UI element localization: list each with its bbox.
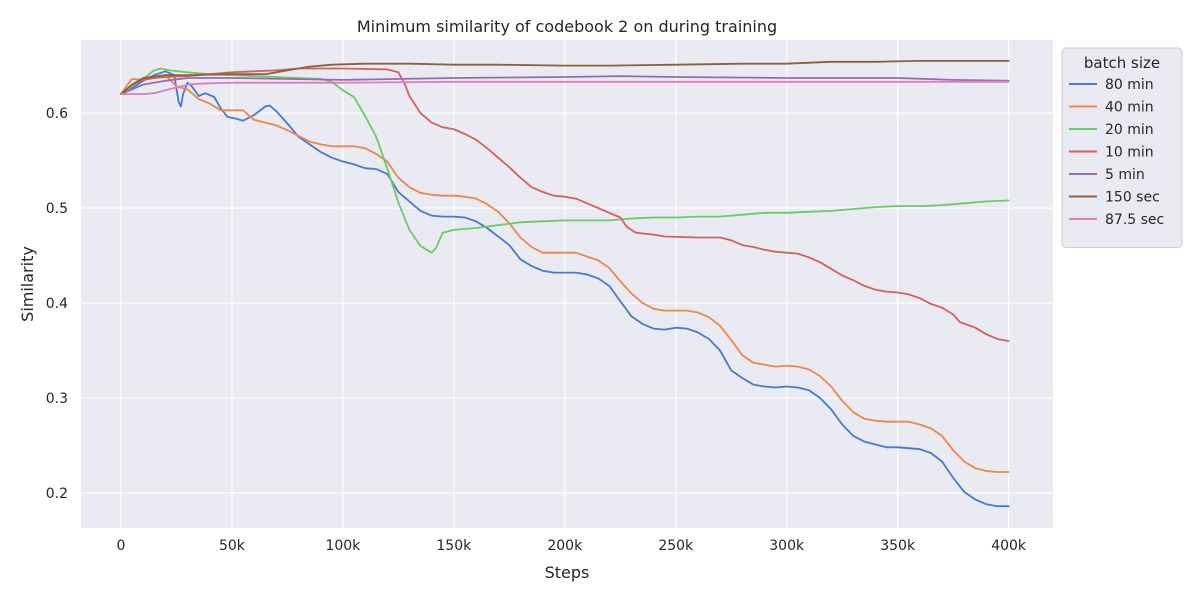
x-tick-label: 300k xyxy=(769,538,805,554)
legend-label: 150 sec xyxy=(1105,190,1160,206)
y-tick-label: 0.3 xyxy=(46,391,68,407)
series-line-150-sec xyxy=(120,60,1010,95)
legend-item: 20 min xyxy=(1069,122,1154,138)
legend-item: 87.5 sec xyxy=(1069,212,1164,228)
x-tick-label: 50k xyxy=(219,538,246,554)
legend-label: 5 min xyxy=(1105,167,1145,183)
legend-item: 150 sec xyxy=(1069,190,1160,206)
legend-label: 10 min xyxy=(1105,145,1154,161)
chart-title: Minimum similarity of codebook 2 on duri… xyxy=(357,17,777,36)
x-tick-label: 150k xyxy=(436,538,472,554)
x-tick-label: 250k xyxy=(658,538,694,554)
legend-item: 5 min xyxy=(1069,167,1145,183)
y-tick-label: 0.2 xyxy=(46,486,68,502)
legend-label: 40 min xyxy=(1105,100,1154,116)
x-tick-label: 0 xyxy=(116,538,125,554)
legend-item: 10 min xyxy=(1069,145,1154,161)
y-tick-label: 0.5 xyxy=(46,201,68,217)
y-axis-title: Similarity xyxy=(18,246,37,322)
y-tick-label: 0.4 xyxy=(46,296,68,312)
x-tick-label: 350k xyxy=(880,538,916,554)
series-layer xyxy=(120,60,1010,508)
y-tick-label: 0.6 xyxy=(46,106,68,122)
x-tick-label: 200k xyxy=(547,538,583,554)
legend-item: 40 min xyxy=(1069,100,1154,116)
legend: batch size 80 min 40 min 20 min 10 min 5 min… xyxy=(1061,47,1183,248)
series-line-5-min xyxy=(120,75,1010,95)
legend-label: 80 min xyxy=(1105,77,1154,93)
x-axis-title: Steps xyxy=(545,563,590,582)
series-line-40-min xyxy=(120,74,1010,473)
legend-label: 20 min xyxy=(1105,122,1154,138)
series-line-10-min xyxy=(120,67,1010,342)
grid-lines xyxy=(81,40,1053,528)
legend-items: 80 min 40 min 20 min 10 min 5 min 150 sec 87.5… xyxy=(1069,77,1164,228)
x-tick-label: 100k xyxy=(325,538,361,554)
x-tick-label: 400k xyxy=(991,538,1027,554)
x-axis-ticks: 0 50k 100k 150k 200k 250k 300k 350k 400k xyxy=(116,538,1026,554)
legend-title: batch size xyxy=(1084,54,1160,72)
series-line-20-min xyxy=(120,67,1010,254)
y-axis-ticks: 0.2 0.3 0.4 0.5 0.6 xyxy=(46,106,68,502)
legend-label: 87.5 sec xyxy=(1105,212,1164,228)
series-line-87-5-sec xyxy=(120,80,1010,95)
series-line-80-min xyxy=(120,70,1010,508)
legend-box xyxy=(1061,47,1183,248)
legend-item: 80 min xyxy=(1069,77,1154,93)
